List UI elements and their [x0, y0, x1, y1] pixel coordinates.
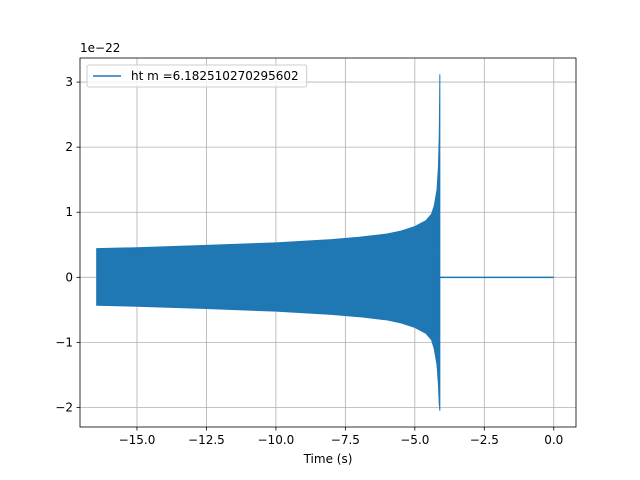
x-axis-label: Time (s)	[303, 452, 353, 466]
x-tick-label: −15.0	[119, 433, 156, 447]
x-tick-label: −2.5	[470, 433, 499, 447]
y-tick-label: 0	[65, 270, 73, 284]
legend-label: ht m =6.182510270295602	[131, 69, 299, 83]
x-tick-label: −7.5	[331, 433, 360, 447]
plot-area	[96, 74, 554, 411]
axes-frame	[79, 57, 577, 428]
y-tick-label: −2	[55, 400, 73, 414]
legend: ht m =6.182510270295602	[86, 64, 308, 88]
y-tick-label: 2	[65, 140, 73, 154]
y-tick-label: −1	[55, 335, 73, 349]
x-tick-label: −5.0	[400, 433, 429, 447]
y-axis: −2 −1 0 1 2 3	[55, 75, 80, 414]
y-axis-scale-label: 1e−22	[80, 41, 120, 55]
x-tick-label: −12.5	[188, 433, 225, 447]
x-axis: −15.0 −12.5 −10.0 −7.5 −5.0 −2.5 0.0	[119, 427, 563, 447]
x-tick-label: −10.0	[258, 433, 295, 447]
legend-box	[86, 64, 308, 88]
y-tick-label: 3	[65, 75, 73, 89]
y-tick-label: 1	[65, 205, 73, 219]
series-line-waveform	[96, 74, 441, 411]
x-tick-label: 0.0	[544, 433, 563, 447]
